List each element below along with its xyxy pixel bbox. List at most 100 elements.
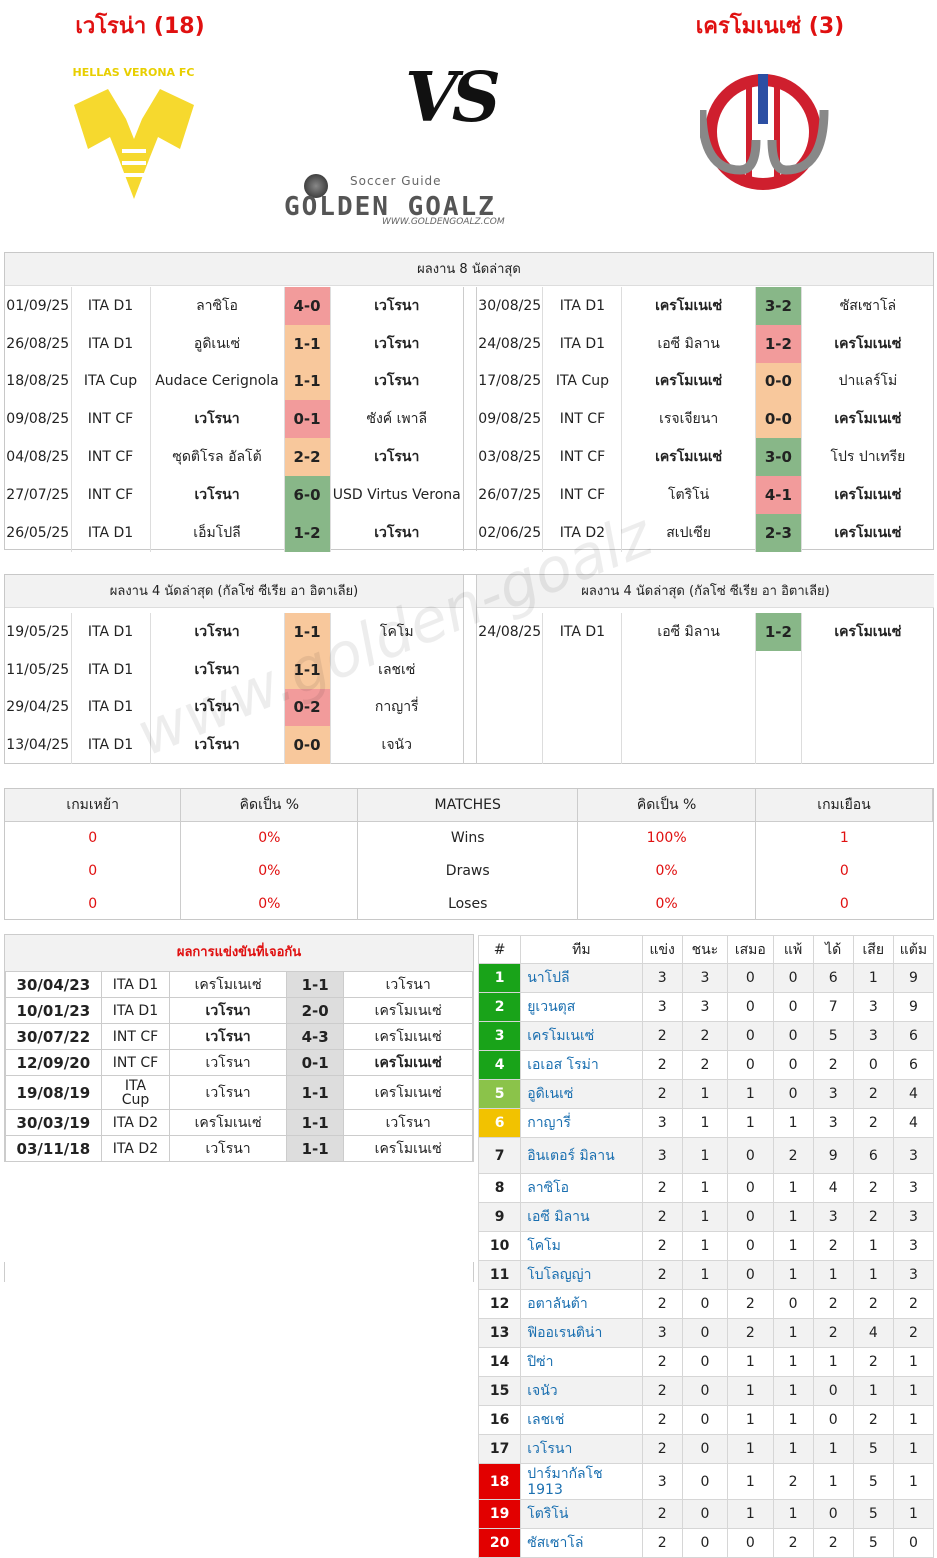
away-team: เวโรนา	[374, 373, 420, 390]
last8-home-table: 01/09/25 ITA D1 ลาซิโอ 4-0 เวโรนา 26/08/25 ITA…	[5, 287, 463, 552]
league-stat: 5	[812, 1021, 854, 1051]
h2h-score: 4-3	[285, 1023, 345, 1050]
h2h-away: เครโมเนเซ่	[343, 1023, 473, 1050]
match-row: 26/08/25 ITA D1 อูดิเนเซ่ 1-1 เวโรนา	[5, 324, 463, 363]
league-stat: 0	[772, 963, 814, 993]
league-header: แต้ม	[892, 935, 935, 964]
league-stat: 0	[727, 1137, 774, 1174]
league-team[interactable]: เอซี มิลาน	[520, 1202, 643, 1232]
league-header: แข่ง	[641, 935, 683, 964]
h2h-date: 30/04/23	[5, 971, 102, 998]
league-stat: 0	[681, 1463, 729, 1500]
league-team[interactable]: กาญารี่	[520, 1108, 643, 1138]
league-team[interactable]: เอเอส โรม่า	[520, 1050, 643, 1080]
league-stat: 3	[641, 992, 683, 1022]
league-stat: 2	[812, 1231, 854, 1261]
match-league: INT CF	[71, 438, 151, 476]
league-position: 1	[477, 963, 522, 993]
league-stat: 3	[892, 1260, 935, 1290]
match-date: 29/04/25	[5, 688, 72, 727]
h2h-score: 1-1	[285, 1075, 345, 1110]
league-stat: 5	[852, 1463, 894, 1500]
league-team[interactable]: ปาร์มากัลโช 1913	[520, 1463, 643, 1500]
league-stat: 2	[852, 1108, 894, 1138]
league-team[interactable]: อูดิเนเซ่	[520, 1079, 643, 1109]
match-row: 03/08/25 INT CF เครโมเนเซ่ 3-0 โปร ปาเทรีย	[477, 438, 934, 476]
league-stat: 1	[681, 1173, 729, 1203]
last4-home-title: ผลงาน 4 นัดล่าสุด (กัลโซ่ ซีเรีย อา อิตา…	[5, 575, 463, 608]
league-stat: 5	[852, 1528, 894, 1558]
league-row: 18 ปาร์มากัลโช 1913 3 0 1 2 1 5 1	[477, 1463, 935, 1500]
league-stat: 1	[772, 1376, 814, 1406]
home-team-title: เวโรน่า (18)	[75, 14, 205, 39]
match-date: 09/08/25	[477, 400, 544, 439]
league-header: ได้	[812, 935, 854, 964]
league-header: ทีม	[520, 935, 643, 964]
league-position: 15	[477, 1376, 522, 1406]
league-stat: 1	[892, 1376, 935, 1406]
last4-home-table: 19/05/25 ITA D1 เวโรนา 1-1 โคโม 11/05/25 ITA D…	[5, 613, 463, 765]
stats-value: 0	[839, 862, 849, 879]
league-stat: 0	[812, 1499, 854, 1529]
league-team[interactable]: ปิซ่า	[520, 1347, 643, 1377]
league-stat: 0	[727, 1260, 774, 1290]
league-team[interactable]: เลชเช่	[520, 1405, 643, 1435]
league-team[interactable]: ยูเวนตุส	[520, 992, 643, 1022]
league-stat: 3	[892, 1173, 935, 1203]
h2h-score: 1-1	[285, 971, 345, 998]
league-team[interactable]: อตาลันต้า	[520, 1289, 643, 1319]
league-stat: 2	[852, 1173, 894, 1203]
league-stat: 0	[772, 992, 814, 1022]
empty-cell	[542, 688, 623, 727]
h2h-home: เวโรนา	[169, 1023, 287, 1050]
match-date: 27/07/25	[5, 475, 72, 514]
league-team[interactable]: ซัสเซาโล่	[520, 1528, 643, 1558]
league-position: 4	[477, 1050, 522, 1080]
league-team[interactable]: ลาซิโอ	[520, 1173, 643, 1203]
league-team[interactable]: เวโรนา	[520, 1434, 643, 1464]
league-stat: 0	[727, 1173, 774, 1203]
league-stat: 2	[641, 1173, 683, 1203]
empty-cell	[477, 650, 544, 689]
league-team[interactable]: นาโปลี	[520, 963, 643, 993]
league-stat: 0	[727, 963, 774, 993]
home-team: สเปเซีย	[621, 513, 756, 552]
stats-value: 0	[5, 821, 182, 854]
match-date: 30/08/25	[477, 287, 544, 325]
league-stat: 3	[852, 992, 894, 1022]
match-league: ITA D1	[71, 613, 151, 651]
h2h-league: ITA D1	[100, 971, 171, 998]
home-team: เอซี มิลาน	[621, 613, 756, 651]
league-stat: 2	[681, 1021, 729, 1051]
league-team[interactable]: ฟิออเรนติน่า	[520, 1318, 643, 1348]
match-league: ITA Cup	[71, 362, 151, 401]
league-team[interactable]: อินเตอร์ มิลาน	[520, 1137, 643, 1174]
league-stat: 1	[812, 1434, 854, 1464]
league-team[interactable]: โตริโน่	[520, 1499, 643, 1529]
league-stat: 1	[772, 1108, 814, 1138]
league-team[interactable]: เจนัว	[520, 1376, 643, 1406]
league-team[interactable]: โบโลญญ่า	[520, 1260, 643, 1290]
match-score: 0-1	[284, 400, 331, 439]
league-stat: 0	[681, 1499, 729, 1529]
league-stat: 3	[892, 1202, 935, 1232]
match-league: ITA D1	[542, 613, 623, 651]
league-stat: 1	[727, 1499, 774, 1529]
league-row: 19 โตริโน่ 2 0 1 1 0 5 1	[477, 1499, 935, 1529]
h2h-panel: ผลการแข่งขันที่เจอกัน 30/04/23 ITA D1 เครโ…	[4, 934, 474, 1162]
league-stat: 1	[772, 1231, 814, 1261]
league-row: 2 ยูเวนตุส 3 3 0 0 7 3 9	[477, 992, 935, 1022]
league-row: 5 อูดิเนเซ่ 2 1 1 0 3 2 4	[477, 1079, 935, 1109]
league-position: 19	[477, 1499, 522, 1529]
match-date: 01/09/25	[5, 287, 72, 325]
match-league: ITA D1	[71, 287, 151, 325]
league-stat: 2	[641, 1050, 683, 1080]
league-stat: 3	[892, 1137, 935, 1174]
league-stat: 0	[727, 992, 774, 1022]
away-team: โคโม	[379, 623, 414, 640]
league-team[interactable]: โคโม	[520, 1231, 643, 1261]
league-stat: 2	[641, 1021, 683, 1051]
league-row: 3 เครโมเนเซ่ 2 2 0 0 5 3 6	[477, 1021, 935, 1051]
league-team[interactable]: เครโมเนเซ่	[520, 1021, 643, 1051]
empty-cell	[755, 650, 802, 689]
